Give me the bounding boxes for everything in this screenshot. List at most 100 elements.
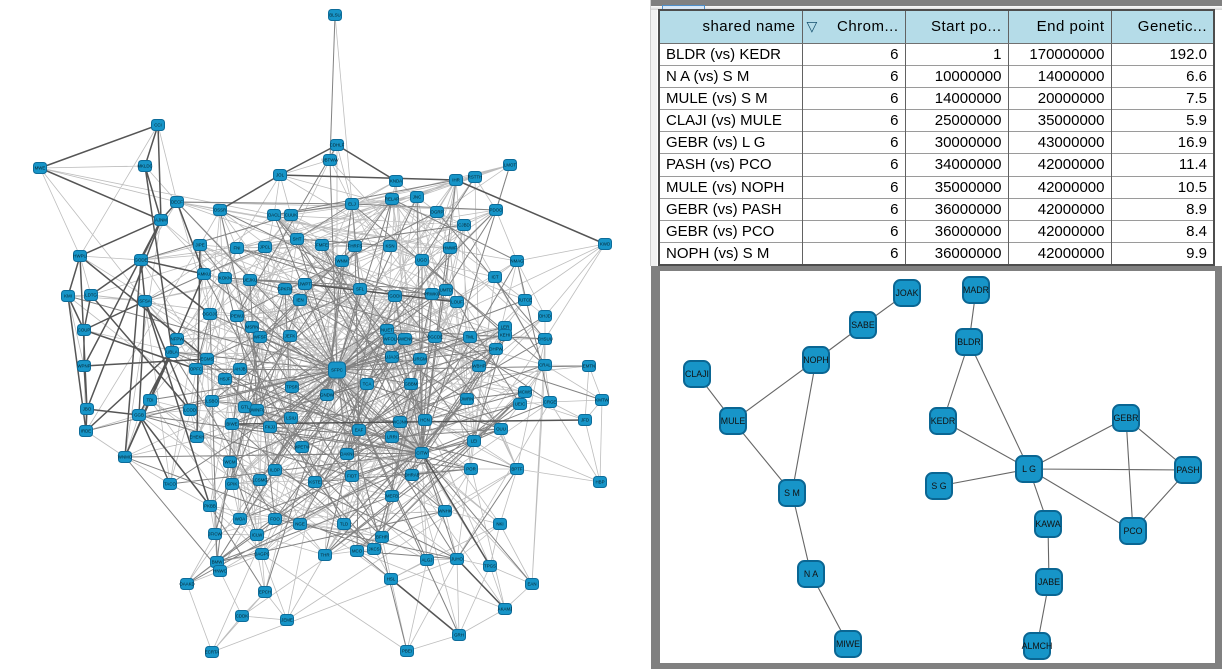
svg-text:MSRN: MSRN [246,325,259,330]
svg-text:IRDE: IRDE [81,429,92,434]
svg-text:AMKU: AMKU [198,272,211,277]
svg-text:PCO: PCO [1123,526,1142,536]
svg-text:TPGS: TPGS [484,564,496,569]
svg-text:UBTWW: UBTWW [321,158,339,163]
svg-text:GEBR: GEBR [1114,413,1139,423]
svg-text:HSJF: HSJF [220,377,231,382]
svg-text:AHJB: AHJB [234,367,245,372]
svg-text:GRH: GRH [454,633,464,638]
svg-text:JEFK: JEFK [285,334,296,339]
svg-text:DHRAB: DHRAB [404,473,419,478]
svg-text:CUUK: CUUK [285,213,298,218]
svg-text:LSIU: LSIU [286,416,296,421]
svg-text:NMAG: NMAG [510,259,524,264]
svg-text:BLSU: BLSU [329,13,340,18]
svg-text:LRRI: LRRI [387,435,397,440]
svg-text:N A: N A [804,569,818,579]
svg-text:UGO: UGO [417,258,428,263]
svg-text:TLD: TLD [340,522,348,527]
svg-text:UEIC: UEIC [515,402,526,407]
svg-text:GODI: GODI [389,294,400,299]
svg-text:WCM: WCM [225,460,236,465]
svg-text:ECRTA: ECRTA [205,650,220,655]
svg-text:MKLDC: MKLDC [137,164,152,169]
svg-text:ALMCH: ALMCH [1022,641,1053,651]
svg-text:IEN: IEN [296,298,303,303]
svg-text:UEJKU: UEJKU [243,278,257,283]
svg-text:BFHR: BFHR [376,535,388,540]
svg-text:FNI: FNI [233,246,240,251]
svg-text:GODE: GODE [135,258,148,263]
svg-text:EAN: EAN [527,582,536,587]
svg-text:SFPC: SFPC [331,368,343,373]
svg-text:BIWE: BIWE [226,422,237,427]
svg-text:UJAJG: UJAJG [385,355,399,360]
svg-text:JWRN: JWRN [461,397,474,402]
svg-text:HWPU: HWPU [73,254,86,259]
svg-text:DHPW: DHPW [489,347,503,352]
svg-text:TACO: TACO [164,482,176,487]
svg-text:CRAL: CRAL [539,363,551,368]
svg-text:COUP: COUP [78,328,91,333]
svg-text:HCN: HCN [420,418,430,423]
svg-text:AKAMJ: AKAMJ [498,607,513,612]
svg-text:CDDK: CDDK [236,614,249,619]
svg-text:MEFB: MEFB [386,494,398,499]
svg-text:AJNM: AJNM [155,218,167,223]
svg-text:PDOO: PDOO [490,208,504,213]
svg-text:JNC: JNC [413,195,422,200]
svg-text:LDTG: LDTG [85,293,97,298]
svg-text:GPKFM: GPKFM [277,287,293,292]
svg-text:FOO: FOO [270,517,280,522]
svg-text:OGCDE: OGCDE [427,335,443,340]
svg-text:UWNFU: UWNFU [249,408,265,413]
svg-text:EHEKH: EHEKH [189,435,204,440]
svg-text:CLAJI: CLAJI [685,369,709,379]
svg-text:TDI: TDI [146,398,153,403]
svg-text:WBHP: WBHP [472,364,485,369]
svg-text:OAAKD: OAAKD [179,582,194,587]
svg-text:NKI: NKI [496,522,503,527]
svg-text:JWPT: JWPT [299,282,311,287]
svg-text:WFSF: WFSF [254,335,267,340]
svg-text:JABE: JABE [1038,577,1060,587]
svg-text:WPNP: WPNP [77,364,90,369]
svg-text:LOUF: LOUF [451,300,463,305]
svg-text:CDHLF: CDHLF [330,143,345,148]
svg-text:ICT: ICT [491,275,498,280]
svg-text:WNM: WNM [337,259,348,264]
svg-text:ICLW: ICLW [252,533,264,538]
svg-text:OPFC: OPFC [190,367,202,372]
svg-text:LMOT: LMOT [504,163,517,168]
svg-text:MADR: MADR [963,285,989,295]
svg-text:HBP: HBP [595,480,604,485]
svg-text:TML: TML [466,335,475,340]
svg-text:SFL: SFL [356,287,365,292]
svg-text:PASH: PASH [1176,465,1199,475]
svg-text:SFSA: SFSA [139,299,151,304]
svg-text:WCJNH: WCJNH [392,420,408,425]
svg-text:OUU: OUU [496,427,506,432]
svg-text:EAF: EAF [355,428,364,433]
svg-text:SHT: SHT [293,237,302,242]
svg-text:JKCS: JKCS [368,547,379,552]
svg-text:MIWE: MIWE [836,639,860,649]
svg-text:LCSMG: LCSMG [252,478,268,483]
svg-text:OSSR: OSSR [214,208,226,213]
svg-text:GTL: GTL [241,405,250,410]
svg-text:GBBM: GBBM [405,382,418,387]
svg-text:L G: L G [1022,464,1036,474]
svg-text:DHJD: DHJD [539,314,551,319]
svg-text:NGE: NGE [295,522,305,527]
svg-text:EGMS: EGMS [201,357,214,362]
svg-text:EPCH: EPCH [259,590,271,595]
svg-text:UMTD: UMTD [440,288,453,293]
svg-text:S G: S G [931,481,946,491]
svg-text:WNHK: WNHK [438,509,451,514]
svg-text:JPCL: JPCL [260,245,271,250]
svg-text:KSTE: KSTE [309,480,321,485]
svg-text:LCOD: LCOD [184,408,196,413]
svg-text:DACL: DACL [268,213,280,218]
svg-text:PKBB: PKBB [204,504,216,509]
svg-text:LEI: LEI [471,439,478,444]
